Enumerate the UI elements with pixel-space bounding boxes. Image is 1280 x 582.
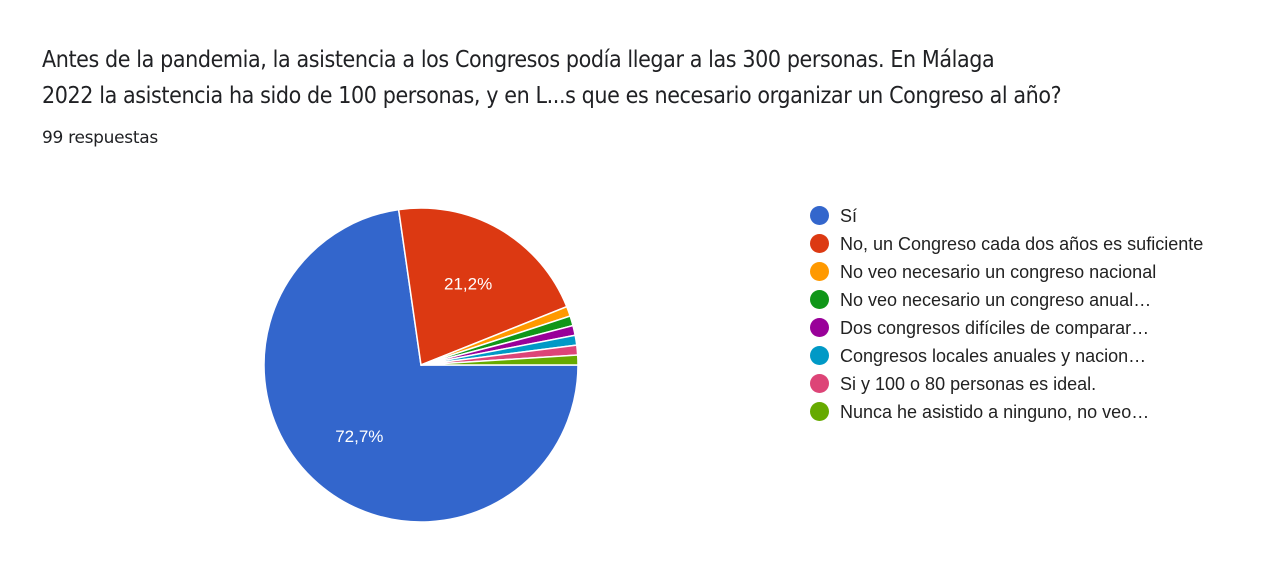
question-title-line-1: Antes de la pandemia, la asistencia a lo… <box>42 47 995 73</box>
slice-percentage-label: 72,7% <box>335 427 383 446</box>
legend-label: No veo necesario un congreso nacional <box>840 262 1157 282</box>
legend-color-dot-icon <box>810 290 829 309</box>
response-count: 99 respuestas <box>42 128 158 148</box>
legend-color-dot-icon <box>810 318 829 337</box>
legend-label: Nunca he asistido a ninguno, no veo… <box>840 402 1150 422</box>
pie-slice[interactable] <box>420 354 579 366</box>
question-title-line-2: 2022 la asistencia ha sido de 100 person… <box>42 83 1062 109</box>
legend-color-dot-icon <box>810 206 829 225</box>
slice-percentage-label: 21,2% <box>444 274 492 293</box>
legend-label: Si y 100 o 80 personas es ideal. <box>840 374 1097 394</box>
legend-label: No, un Congreso cada dos años es suficie… <box>840 234 1204 254</box>
chart-legend: Sí No, un Congreso cada dos años es sufic… <box>810 202 1230 426</box>
legend-item[interactable]: Dos congresos difíciles de comparar… <box>810 314 1230 342</box>
pie-slice[interactable] <box>397 207 568 367</box>
legend-item[interactable]: Sí <box>810 202 1230 230</box>
legend-item[interactable]: Nunca he asistido a ninguno, no veo… <box>810 398 1230 426</box>
question-title: Antes de la pandemia, la asistencia a lo… <box>42 42 1262 114</box>
legend-color-dot-icon <box>810 402 829 421</box>
legend-color-dot-icon <box>810 234 829 253</box>
legend-item[interactable]: No veo necesario un congreso nacional <box>810 258 1230 286</box>
legend-color-dot-icon <box>810 262 829 281</box>
legend-label: Dos congresos difíciles de comparar… <box>840 318 1150 338</box>
legend-item[interactable]: No veo necesario un congreso anual… <box>810 286 1230 314</box>
pie-chart: 72,7% 21,2% <box>263 207 579 523</box>
legend-color-dot-icon <box>810 374 829 393</box>
legend-color-dot-icon <box>810 346 829 365</box>
legend-label: Congresos locales anuales y nacion… <box>840 346 1147 366</box>
legend-label: Sí <box>840 206 858 226</box>
legend-item[interactable]: Congresos locales anuales y nacion… <box>810 342 1230 370</box>
legend-item[interactable]: Si y 100 o 80 personas es ideal. <box>810 370 1230 398</box>
legend-label: No veo necesario un congreso anual… <box>840 290 1152 310</box>
legend-item[interactable]: No, un Congreso cada dos años es suficie… <box>810 230 1230 258</box>
